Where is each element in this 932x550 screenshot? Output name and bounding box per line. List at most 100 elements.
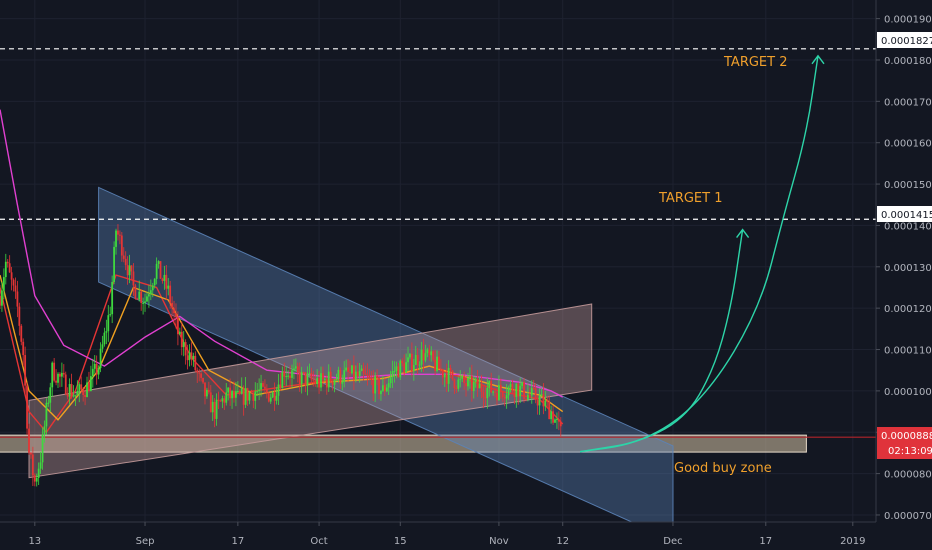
candle-body <box>271 392 274 398</box>
candle-body <box>463 376 466 384</box>
candle-body <box>171 302 174 309</box>
candle-body <box>18 306 21 326</box>
candle-body <box>16 291 19 307</box>
candle-body <box>470 375 473 392</box>
time-tick-label: Sep <box>136 536 155 547</box>
candle-body <box>97 368 100 375</box>
candle-body <box>449 367 452 371</box>
candle-body <box>151 285 154 291</box>
candle-body <box>178 331 181 335</box>
candle-body <box>22 341 25 356</box>
candle-body <box>451 370 454 380</box>
candle-body <box>184 342 187 356</box>
candle-body <box>445 374 448 384</box>
candle-body <box>240 388 243 394</box>
candle-body <box>345 367 348 371</box>
candle-body <box>412 364 415 372</box>
candle-body <box>206 389 208 397</box>
time-axis[interactable] <box>0 521 932 550</box>
candle-body <box>12 279 15 286</box>
candle-body <box>142 302 144 304</box>
candle-body <box>314 380 317 384</box>
candle-body <box>117 230 119 235</box>
candle-body <box>28 428 30 453</box>
candle-body <box>391 371 394 378</box>
candle-body <box>399 360 402 378</box>
candle-body <box>231 391 233 399</box>
candle-body <box>260 383 262 390</box>
candle-body <box>188 352 191 361</box>
candle-body <box>2 277 5 291</box>
candle-body <box>409 353 411 358</box>
candle-body <box>140 291 143 304</box>
last-price-badge: 0.0000888 02:13:09 <box>877 427 932 459</box>
candle-body <box>273 392 276 401</box>
candle-body <box>269 397 272 402</box>
candle-body <box>221 398 224 402</box>
candle-body <box>225 392 228 403</box>
candle-body <box>527 394 529 400</box>
candle-body <box>366 374 369 376</box>
candle-body <box>550 411 553 420</box>
candle-body <box>186 355 189 361</box>
candle-body <box>523 382 525 399</box>
candle-body <box>202 377 204 383</box>
level-badges: 0.0001827 0.0001415 <box>877 32 932 222</box>
candle-body <box>374 375 377 394</box>
candle-body <box>244 388 247 405</box>
candle-body <box>35 477 38 482</box>
candle-body <box>6 261 9 264</box>
candle-body <box>111 282 114 315</box>
candle-body <box>308 373 311 375</box>
candle-body <box>192 355 195 359</box>
candle-body <box>414 355 417 365</box>
candle-body <box>389 377 392 384</box>
candle-body <box>300 372 303 385</box>
candle-body <box>109 314 112 316</box>
candle-body <box>478 383 481 389</box>
candle-body <box>47 402 50 404</box>
candle-body <box>422 349 425 361</box>
candle-body <box>515 383 518 397</box>
candle-body <box>238 391 241 394</box>
candle-body <box>105 331 108 333</box>
candle-body <box>517 383 520 397</box>
candle-body <box>20 325 23 342</box>
candle-body <box>358 370 361 376</box>
candle-body <box>347 367 349 372</box>
candle-body <box>337 369 340 380</box>
candle-body <box>267 392 270 402</box>
candle-body <box>190 352 193 359</box>
candle-body <box>376 375 378 379</box>
candle-body <box>501 391 504 398</box>
candle-body <box>416 355 419 366</box>
candle-body <box>351 365 353 374</box>
candle-body <box>434 359 436 371</box>
candle-body <box>157 261 160 264</box>
candle-body <box>428 349 431 356</box>
candle-body <box>103 332 106 345</box>
candle-body <box>410 353 413 372</box>
candle-body <box>68 384 71 397</box>
candle-body <box>316 378 319 384</box>
candle-body <box>544 400 547 407</box>
candle-body <box>436 356 438 371</box>
candle-body <box>62 372 65 375</box>
level-badge-0001415-bg <box>877 206 932 222</box>
candle-body <box>167 285 170 289</box>
candle-body <box>528 394 531 396</box>
candle-body <box>128 265 131 276</box>
candle-body <box>8 263 11 273</box>
candle-body <box>74 395 77 397</box>
candle-body <box>532 388 535 390</box>
candle-body <box>503 397 506 399</box>
candle-body <box>403 363 406 373</box>
candle-body <box>356 371 359 376</box>
candle-body <box>115 230 117 247</box>
projection-arrowhead-2 <box>811 54 825 65</box>
candle-body <box>289 375 291 378</box>
candle-body <box>381 385 384 391</box>
candle-body <box>424 353 427 361</box>
